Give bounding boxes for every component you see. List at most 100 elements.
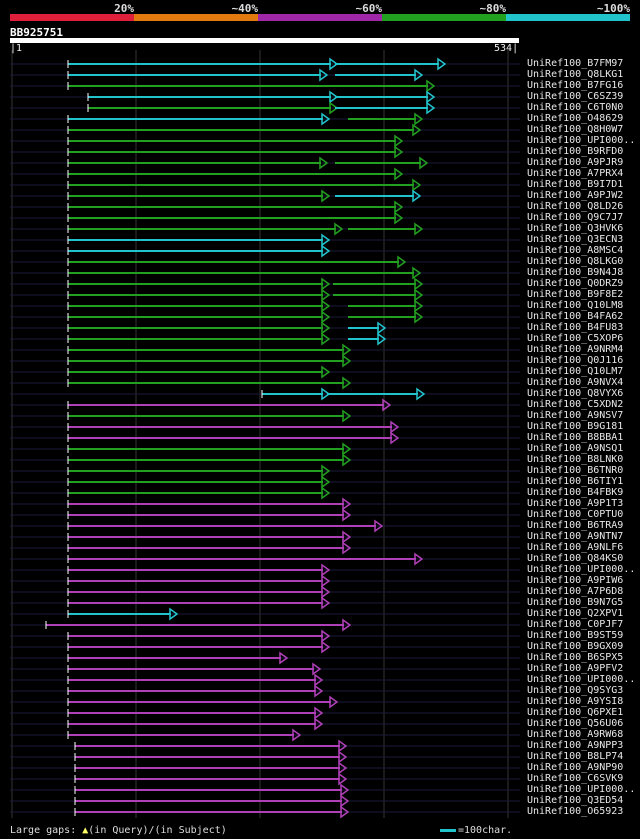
hit-arrow-icon	[377, 332, 387, 346]
hit-label[interactable]: UniRef100_Q2XPV1	[527, 608, 624, 619]
hit-label[interactable]: UniRef100_A9P1T3	[527, 498, 624, 509]
hit-label[interactable]: UniRef100_Q9SYG3	[527, 685, 624, 696]
hit-label[interactable]: UniRef100_C5XDN2	[527, 399, 624, 410]
hit-label[interactable]: UniRef100_A9NVX4	[527, 377, 624, 388]
hit-label[interactable]: UniRef100_A9PJR9	[527, 157, 624, 168]
hit-label[interactable]: UniRef100_B9N4J8	[527, 267, 624, 278]
hit-label[interactable]: UniRef100_C5XOP6	[527, 333, 624, 344]
hit-arrow-icon	[321, 486, 331, 500]
hit-label[interactable]: UniRef100_A9RW68	[527, 729, 624, 740]
hit-label[interactable]: UniRef100_B9F8E2	[527, 289, 624, 300]
hit-label[interactable]: UniRef100_B9G181	[527, 421, 624, 432]
scale-legend: =100char.	[440, 825, 512, 836]
hit-label[interactable]: UniRef100_O48629	[527, 113, 624, 124]
hit-label[interactable]: UniRef100_B9N7G5	[527, 597, 624, 608]
hit-label[interactable]: UniRef100_Q56U06	[527, 718, 624, 729]
hit-label[interactable]: UniRef100_A7PRX4	[527, 168, 624, 179]
hit-label[interactable]: UniRef100_UPI000..	[527, 135, 636, 146]
hit-label[interactable]: UniRef100_A9PIW6	[527, 575, 624, 586]
hit-arrow-icon	[426, 101, 436, 115]
hit-label[interactable]: UniRef100_A9NP90	[527, 762, 624, 773]
hit-label[interactable]: UniRef100_UPI000..	[527, 674, 636, 685]
hit-label[interactable]: UniRef100_Q10LM7	[527, 366, 624, 377]
hit-arrow-icon	[340, 783, 350, 797]
hit-label[interactable]: UniRef100_A9PFV2	[527, 663, 624, 674]
hit-label[interactable]: UniRef100_Q8VYX6	[527, 388, 624, 399]
hit-label[interactable]: UniRef100_B8LP74	[527, 751, 624, 762]
hit-label[interactable]: UniRef100_Q8H0W7	[527, 124, 624, 135]
hit-label[interactable]: UniRef100_A7P6D8	[527, 586, 624, 597]
hit-arrow-icon	[394, 167, 404, 181]
hit-label[interactable]: UniRef100_B7FG16	[527, 80, 624, 91]
hit-label[interactable]: UniRef100_UPI000..	[527, 784, 636, 795]
hit-arrow-icon	[414, 552, 424, 566]
hit-arrow-icon	[414, 288, 424, 302]
hit-label[interactable]: UniRef100_B6TRA9	[527, 520, 624, 531]
hit-label[interactable]: UniRef100_Q3HVK6	[527, 223, 624, 234]
band-red	[10, 14, 134, 21]
hit-arrow-icon	[329, 695, 339, 709]
hit-arrow-icon	[342, 618, 352, 632]
hit-arrow-icon	[390, 420, 400, 434]
hit-label[interactable]: UniRef100_C6SVK9	[527, 773, 624, 784]
hit-label[interactable]: UniRef100_C6T0N0	[527, 102, 624, 113]
hit-label[interactable]: UniRef100_A9NRM4	[527, 344, 624, 355]
hit-arrow-icon	[321, 112, 331, 126]
hit-arrow-icon	[321, 365, 331, 379]
hit-arrow-icon	[321, 277, 331, 291]
hit-label[interactable]: UniRef100_B8LNK0	[527, 454, 624, 465]
hit-label[interactable]: UniRef100_B6SPX5	[527, 652, 624, 663]
hit-label[interactable]: UniRef100_B4FBK9	[527, 487, 624, 498]
hit-label[interactable]: UniRef100_Q0DRZ9	[527, 278, 624, 289]
hit-arrow-icon	[426, 90, 436, 104]
hit-label[interactable]: UniRef100_A9YSI8	[527, 696, 624, 707]
hit-label[interactable]: UniRef100_A9NPP3	[527, 740, 624, 751]
hit-label[interactable]: UniRef100_B9I7D1	[527, 179, 624, 190]
hit-label[interactable]: UniRef100_Q8LKG1	[527, 69, 624, 80]
hit-arrow-icon	[338, 772, 348, 786]
hit-label[interactable]: UniRef100_B4FU83	[527, 322, 624, 333]
hit-arrow-icon	[321, 475, 331, 489]
hit-arrow-icon	[314, 673, 324, 687]
hit-label[interactable]: UniRef100_B7FM97	[527, 58, 624, 69]
band-purple	[258, 14, 382, 21]
hit-label[interactable]: UniRef100_Q10LM8	[527, 300, 624, 311]
hit-arrow-icon	[437, 57, 447, 71]
hit-arrow-icon	[334, 222, 344, 236]
hit-label[interactable]: UniRef100_B6TNR0	[527, 465, 624, 476]
hit-arrow-icon	[321, 189, 331, 203]
hit-label[interactable]: UniRef100_B8BBA1	[527, 432, 624, 443]
hit-arrow-icon	[314, 717, 324, 731]
hit-label[interactable]: UniRef100_Q8LKG0	[527, 256, 624, 267]
hit-label[interactable]: UniRef100_A9NLF6	[527, 542, 624, 553]
hit-label[interactable]: UniRef100_Q3ECN3	[527, 234, 624, 245]
hit-label[interactable]: UniRef100_A9NTN7	[527, 531, 624, 542]
hit-label[interactable]: UniRef100_B6TIY1	[527, 476, 624, 487]
hit-label[interactable]: UniRef100_Q3ED54	[527, 795, 624, 806]
hit-arrow-icon	[314, 706, 324, 720]
hit-label[interactable]: UniRef100_Q9C7J7	[527, 212, 624, 223]
hit-label[interactable]: UniRef100_B9GX09	[527, 641, 624, 652]
hit-label[interactable]: UniRef100_A9NSV7	[527, 410, 624, 421]
hit-label[interactable]: UniRef100_UPI000..	[527, 564, 636, 575]
hit-label[interactable]: UniRef100_A9NSQ1	[527, 443, 624, 454]
hit-label[interactable]: UniRef100_A9PJW2	[527, 190, 624, 201]
hit-label[interactable]: UniRef100_Q8LD26	[527, 201, 624, 212]
hit-label[interactable]: UniRef100_B9RFD0	[527, 146, 624, 157]
hit-label[interactable]: UniRef100_B4FA62	[527, 311, 624, 322]
hit-arrow-icon	[412, 266, 422, 280]
hit-label[interactable]: UniRef100_Q84KS0	[527, 553, 624, 564]
hit-label[interactable]: UniRef100_A8MSC4	[527, 245, 624, 256]
hit-arrow-icon	[414, 68, 424, 82]
hit-label[interactable]: UniRef100_C0PJF7	[527, 619, 624, 630]
percent-label-80: ~80%	[479, 2, 507, 15]
hit-arrow-icon	[374, 519, 384, 533]
hit-label[interactable]: UniRef100_C0PTU0	[527, 509, 624, 520]
hit-arrow-icon	[314, 684, 324, 698]
hit-label[interactable]: UniRef100_O65923	[527, 806, 624, 817]
hit-label[interactable]: UniRef100_B9ST59	[527, 630, 624, 641]
hit-label[interactable]: UniRef100_Q6PXE1	[527, 707, 624, 718]
percent-label-40: ~40%	[231, 2, 259, 15]
hit-label[interactable]: UniRef100_Q0J116	[527, 355, 624, 366]
hit-label[interactable]: UniRef100_C6SZ39	[527, 91, 624, 102]
